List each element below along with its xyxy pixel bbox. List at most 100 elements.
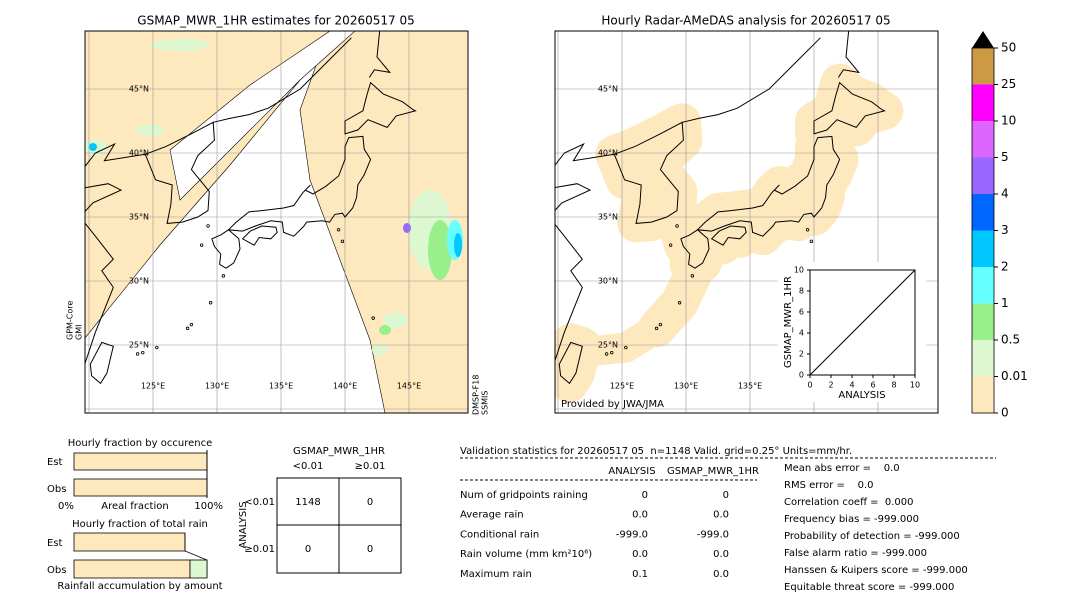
colorbar-segment <box>972 121 994 158</box>
coastline <box>211 229 241 269</box>
colorbar-segment <box>972 376 994 413</box>
y-tick-label: 2 <box>799 350 804 359</box>
rain-patch <box>136 124 164 136</box>
sensor-label: SSMIS <box>481 391 490 416</box>
island <box>141 350 145 355</box>
cell: 0 <box>305 544 311 555</box>
axis-label: 0% <box>58 501 74 512</box>
coastline <box>213 37 352 123</box>
score: Probability of detection = -999.000 <box>784 531 960 542</box>
inset-frame <box>809 269 916 376</box>
validation-header: Validation statistics for 20260517 05 n=… <box>460 446 852 457</box>
island <box>135 352 140 356</box>
row-title: ANALYSIS <box>238 501 249 548</box>
x-tick-label: 10 <box>910 381 920 390</box>
left-map-title: GSMAP_MWR_1HR estimates for 20260517 05 <box>137 14 414 28</box>
lat-label: 30°N <box>598 277 618 286</box>
obs-bar <box>73 478 208 497</box>
coastline <box>613 121 684 224</box>
x-tick-label: 2 <box>828 381 833 390</box>
cell: 1148 <box>295 497 320 508</box>
coverage <box>595 103 703 243</box>
lat-label: 45°N <box>129 85 149 94</box>
colorbar-label: 5 <box>1001 150 1009 164</box>
rain-patch <box>383 312 407 328</box>
rain-patch <box>403 223 411 233</box>
analysis-value: 0 <box>642 490 648 501</box>
analysis-value: 0.1 <box>632 569 648 580</box>
colorbar-segment <box>972 157 994 194</box>
lon-label: 125°E <box>610 382 634 391</box>
colorbar-segment <box>972 267 994 304</box>
island <box>624 345 628 350</box>
coastline <box>710 225 747 246</box>
coastline <box>241 225 278 246</box>
island <box>668 243 673 247</box>
coastline <box>696 135 841 237</box>
x-tick-label: 4 <box>849 381 854 390</box>
island <box>677 301 682 305</box>
coastline <box>85 142 146 365</box>
colorbar-segment <box>972 340 994 377</box>
lat-label: 30°N <box>129 277 149 286</box>
estimate-value: 0.0 <box>713 569 729 580</box>
lon-label: 135°E <box>738 382 762 391</box>
sensor-label: DMSP-F18 <box>472 375 481 415</box>
estimate-value: 0.0 <box>713 549 729 560</box>
inset-x-label: ANALYSIS <box>838 390 885 401</box>
rain-patch <box>428 220 452 280</box>
lat-label: 40°N <box>598 149 618 158</box>
x-tick-label: 6 <box>870 381 875 390</box>
lat-label: 25°N <box>598 341 618 350</box>
rain-patch <box>89 143 97 151</box>
lon-label: 135°E <box>269 382 293 391</box>
coastline <box>344 81 417 135</box>
y-tick-label: 8 <box>799 287 804 296</box>
est-bar <box>73 452 208 471</box>
col-label: <0.01 <box>293 461 324 472</box>
no-data <box>85 59 386 413</box>
colorbar: 0 0.01 0.5 1 2 3 4 5 10 25 50 <box>971 31 1028 420</box>
island <box>604 352 609 356</box>
colorbar-label: 0 <box>1001 406 1009 420</box>
colorbar-segment <box>972 48 994 85</box>
column-header: ANALYSIS <box>608 466 655 477</box>
island <box>690 274 695 278</box>
inset-y-label: GSMAP_MWR_1HR <box>783 276 794 368</box>
right-map-title: Hourly Radar-AMeDAS analysis for 2026051… <box>601 14 890 28</box>
island <box>336 228 341 232</box>
island <box>610 350 614 355</box>
axis-label: Areal fraction <box>101 501 168 512</box>
score: Hanssen & Kuipers score = -999.000 <box>784 565 968 576</box>
colorbar-label: 25 <box>1001 77 1016 91</box>
y-tick-label: 10 <box>794 266 804 275</box>
island <box>199 243 204 247</box>
row-label: Average rain <box>460 510 524 521</box>
lat-label: 35°N <box>129 213 149 222</box>
lon-label: 130°E <box>674 382 698 391</box>
cell: 0 <box>367 544 373 555</box>
lon-label: 145°E <box>397 382 421 391</box>
panel-title: Hourly fraction of total rain <box>72 519 208 530</box>
colorbar-label: 2 <box>1001 260 1009 274</box>
island <box>371 316 375 320</box>
lon-label: 140°E <box>333 382 357 391</box>
island <box>208 301 213 305</box>
colorbar-segment <box>972 230 994 267</box>
table-title: GSMAP_MWR_1HR <box>293 446 385 457</box>
colorbar-extend <box>972 31 994 48</box>
rain-patch <box>379 325 391 335</box>
y-tick-label: 6 <box>799 308 804 317</box>
row-label: <0.01 <box>244 497 275 508</box>
estimate-value: 0 <box>723 490 729 501</box>
row-label: Est <box>47 457 63 468</box>
coverage <box>575 313 672 367</box>
coastline <box>227 135 372 237</box>
row-label: Num of gridpoints raining <box>460 490 588 501</box>
coastline <box>144 121 215 224</box>
credit: Provided by JWA/JMA <box>561 399 664 410</box>
score: Correlation coeff = 0.000 <box>784 497 914 508</box>
score: Mean abs error = 0.0 <box>784 463 900 474</box>
left-map-frame <box>84 30 469 414</box>
